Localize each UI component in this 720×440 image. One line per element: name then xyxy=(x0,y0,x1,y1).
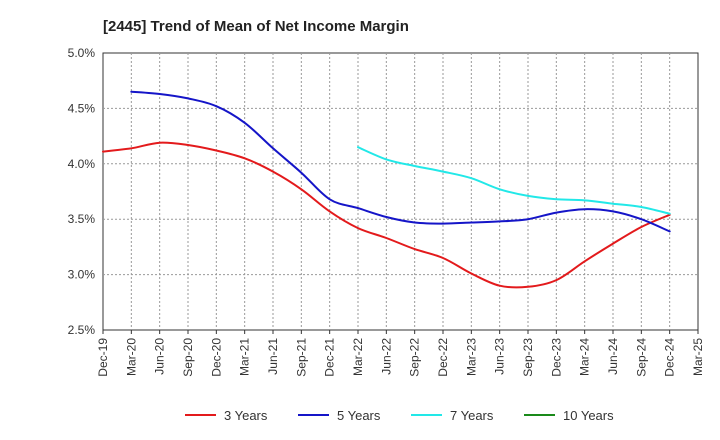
x-tick-label: Dec-20 xyxy=(209,338,223,377)
x-tick-label: Sep-24 xyxy=(634,338,648,377)
y-tick-label: 4.0% xyxy=(68,157,96,171)
plot-area xyxy=(102,52,699,331)
y-tick-label: 5.0% xyxy=(68,46,96,60)
y-tick-label: 2.5% xyxy=(68,323,96,337)
x-tick-label: Mar-21 xyxy=(238,338,252,376)
x-tick-label: Jun-23 xyxy=(493,338,507,375)
x-tick-label: Dec-19 xyxy=(96,338,110,377)
series-line-3-years xyxy=(102,141,671,289)
x-tick-label: Mar-22 xyxy=(351,338,365,376)
x-tick-label: Jun-24 xyxy=(606,338,620,375)
series-line-5-years xyxy=(130,90,671,233)
y-tick-label: 3.5% xyxy=(68,212,96,226)
legend-label: 7 Years xyxy=(450,408,494,423)
y-axis: 2.5% 3.0% 3.5% 4.0% 4.5% 5.0% xyxy=(68,46,96,337)
x-tick-label: Dec-24 xyxy=(663,338,677,377)
series-line-7-years xyxy=(357,146,671,215)
series-lines xyxy=(102,90,671,289)
x-tick-label: Dec-22 xyxy=(436,338,450,377)
x-tick-label: Sep-21 xyxy=(294,338,308,377)
x-tick-label: Dec-23 xyxy=(549,338,563,377)
x-tick-label: Jun-20 xyxy=(153,338,167,375)
x-tick-label: Mar-25 xyxy=(691,338,705,376)
x-tick-label: Sep-22 xyxy=(408,338,422,377)
y-tick-label: 3.0% xyxy=(68,268,96,282)
legend-label: 3 Years xyxy=(224,408,268,423)
x-tick-label: Dec-21 xyxy=(323,338,337,377)
x-tick-label: Mar-23 xyxy=(464,338,478,376)
x-tick-label: Sep-20 xyxy=(181,338,195,377)
x-tick-label: Jun-22 xyxy=(379,338,393,375)
x-tick-label: Mar-24 xyxy=(578,338,592,376)
y-tick-label: 4.5% xyxy=(68,101,96,115)
legend-label: 5 Years xyxy=(337,408,381,423)
x-tick-label: Mar-20 xyxy=(124,338,138,376)
x-tick-label: Jun-21 xyxy=(266,338,280,375)
legend-label: 10 Years xyxy=(563,408,614,423)
x-axis: Dec-19 Mar-20 Jun-20 Sep-20 Dec-20 Mar-21 Jun-… xyxy=(96,330,705,377)
x-tick-label: Sep-23 xyxy=(521,338,535,377)
legend: 3 Years 5 Years 7 Years 10 Years xyxy=(185,408,614,423)
chart-title: [2445] Trend of Mean of Net Income Margi… xyxy=(103,18,409,35)
